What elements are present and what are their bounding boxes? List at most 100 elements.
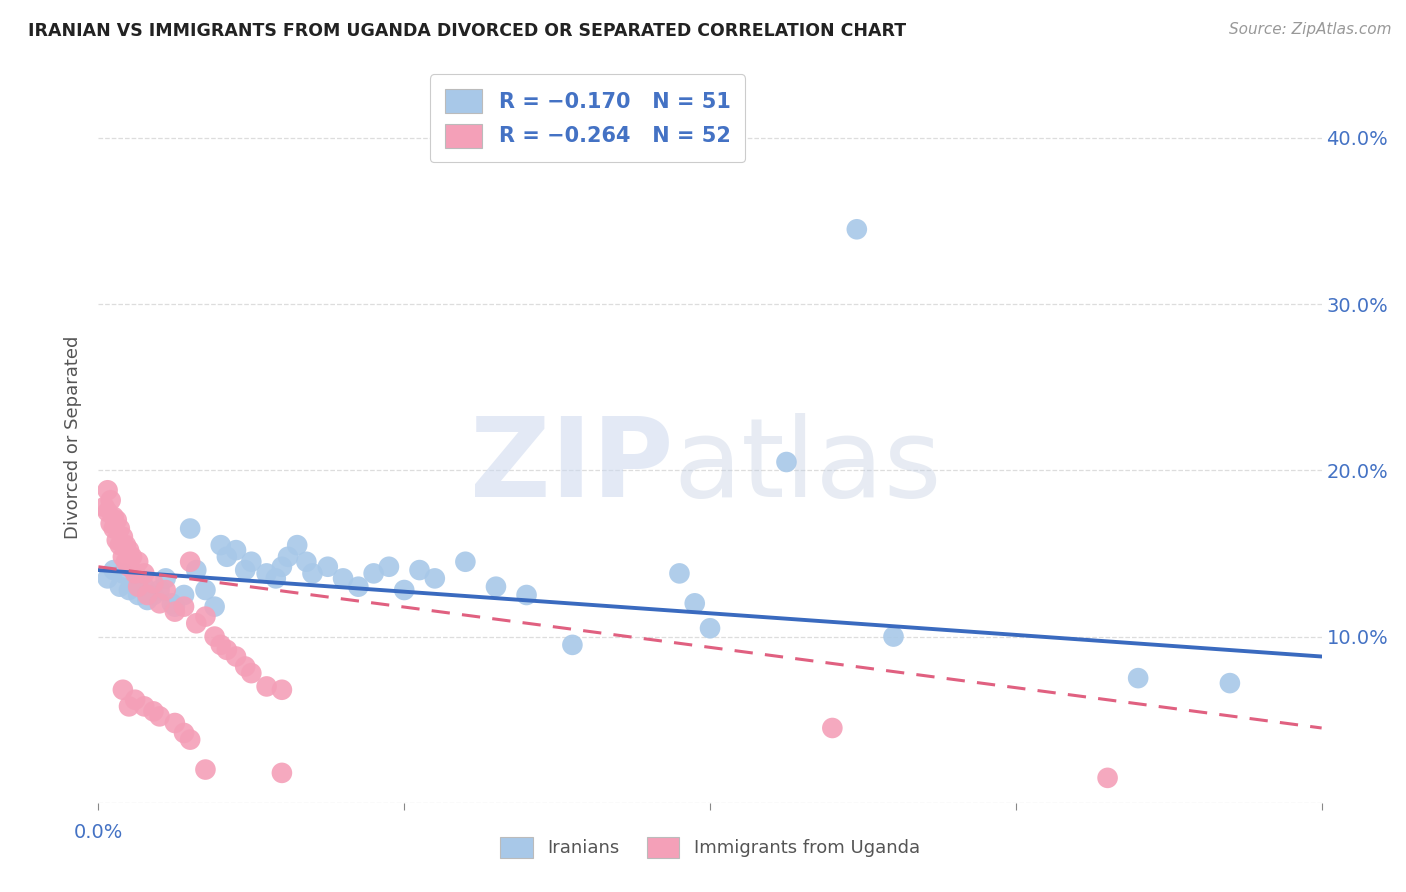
Point: [270, 559, 292, 574]
Point: [332, 571, 354, 585]
Point: [115, 538, 138, 552]
Text: Source: ZipAtlas.com: Source: ZipAtlas.com: [1229, 22, 1392, 37]
Legend: Iranians, Immigrants from Uganda: Iranians, Immigrants from Uganda: [491, 828, 929, 867]
Point: [155, 571, 177, 585]
Point: [155, 582, 177, 597]
Point: [256, 680, 278, 694]
Point: [1128, 671, 1150, 685]
Point: [1097, 771, 1119, 785]
Text: ZIP: ZIP: [470, 413, 673, 520]
Point: [118, 699, 141, 714]
Point: [103, 563, 125, 577]
Point: [233, 563, 256, 577]
Point: [163, 716, 186, 731]
Point: [179, 521, 201, 535]
Point: [97, 483, 120, 498]
Point: [160, 596, 183, 610]
Point: [256, 566, 278, 581]
Point: [173, 726, 195, 740]
Point: [134, 580, 156, 594]
Point: [277, 549, 299, 564]
Point: [100, 516, 122, 531]
Point: [204, 630, 226, 644]
Point: [134, 566, 156, 581]
Point: [118, 543, 141, 558]
Point: [136, 593, 159, 607]
Point: [285, 538, 308, 552]
Point: [142, 576, 165, 591]
Point: [561, 638, 583, 652]
Point: [118, 582, 141, 597]
Point: [378, 559, 401, 574]
Text: IRANIAN VS IMMIGRANTS FROM UGANDA DIVORCED OR SEPARATED CORRELATION CHART: IRANIAN VS IMMIGRANTS FROM UGANDA DIVORC…: [28, 22, 907, 40]
Point: [316, 559, 339, 574]
Point: [204, 599, 226, 614]
Point: [149, 596, 172, 610]
Point: [264, 571, 287, 585]
Point: [97, 571, 120, 585]
Point: [100, 493, 122, 508]
Point: [240, 555, 263, 569]
Point: [186, 563, 208, 577]
Point: [270, 765, 292, 780]
Point: [111, 566, 134, 581]
Point: [485, 580, 508, 594]
Point: [392, 582, 416, 597]
Point: [233, 659, 256, 673]
Point: [194, 582, 217, 597]
Point: [142, 705, 165, 719]
Point: [163, 605, 186, 619]
Point: [821, 721, 844, 735]
Point: [124, 576, 146, 591]
Point: [186, 616, 208, 631]
Point: [105, 533, 128, 548]
Point: [683, 596, 706, 610]
Point: [93, 500, 115, 514]
Point: [108, 538, 131, 552]
Point: [408, 563, 430, 577]
Point: [173, 599, 195, 614]
Text: atlas: atlas: [673, 413, 942, 520]
Point: [179, 555, 201, 569]
Point: [115, 555, 138, 569]
Point: [136, 588, 159, 602]
Point: [124, 566, 146, 581]
Point: [127, 580, 149, 594]
Point: [121, 549, 143, 564]
Point: [668, 566, 690, 581]
Point: [163, 599, 186, 614]
Point: [142, 588, 165, 602]
Point: [225, 649, 247, 664]
Point: [149, 709, 172, 723]
Point: [111, 682, 134, 697]
Point: [775, 455, 797, 469]
Point: [225, 543, 247, 558]
Y-axis label: Divorced or Separated: Divorced or Separated: [65, 335, 83, 539]
Point: [103, 509, 125, 524]
Point: [516, 588, 538, 602]
Point: [347, 580, 370, 594]
Point: [108, 580, 131, 594]
Point: [105, 513, 128, 527]
Point: [118, 559, 141, 574]
Point: [699, 621, 721, 635]
Text: 0.0%: 0.0%: [73, 823, 124, 842]
Point: [194, 609, 217, 624]
Point: [454, 555, 477, 569]
Point: [179, 732, 201, 747]
Point: [103, 521, 125, 535]
Point: [295, 555, 318, 569]
Point: [209, 638, 232, 652]
Point: [301, 566, 323, 581]
Point: [108, 521, 131, 535]
Point: [194, 763, 217, 777]
Point: [134, 699, 156, 714]
Point: [423, 571, 446, 585]
Point: [215, 643, 238, 657]
Point: [127, 588, 149, 602]
Point: [215, 549, 238, 564]
Point: [149, 582, 172, 597]
Point: [209, 538, 232, 552]
Point: [173, 588, 195, 602]
Point: [124, 692, 146, 706]
